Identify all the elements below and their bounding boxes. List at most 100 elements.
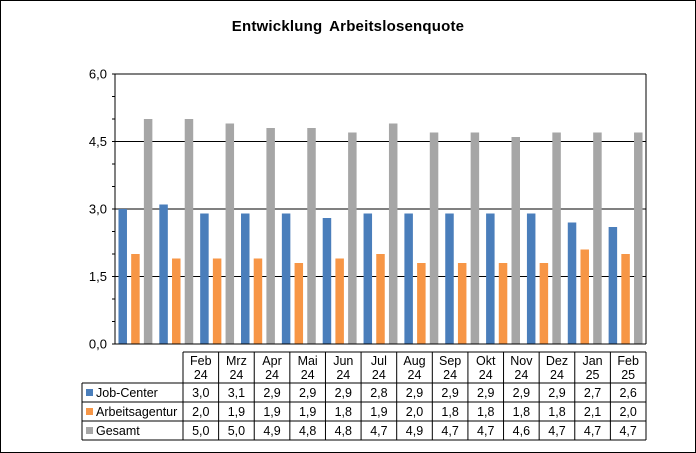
legend-swatch — [86, 427, 93, 434]
x-tick-label: 25 — [621, 368, 635, 382]
data-label: 4,8 — [335, 424, 352, 438]
x-tick-label: 24 — [408, 368, 422, 382]
x-tick-label: Aug — [403, 354, 425, 368]
bar-job-center — [404, 213, 413, 344]
data-label: 4,7 — [548, 424, 565, 438]
bar-gesamt — [552, 132, 561, 344]
bar-gesamt — [511, 137, 520, 344]
data-label: 2,0 — [192, 405, 209, 419]
bar-job-center — [200, 213, 209, 344]
x-tick-label: 24 — [229, 368, 243, 382]
bar-job-center — [241, 213, 250, 344]
x-tick-label: 24 — [479, 368, 493, 382]
bar-gesamt — [634, 132, 643, 344]
bar-job-center — [159, 204, 168, 344]
bar-job-center — [445, 213, 454, 344]
data-label: 2,9 — [548, 386, 565, 400]
data-label: 2,9 — [441, 386, 458, 400]
data-label: 2,9 — [335, 386, 352, 400]
bar-job-center — [486, 213, 495, 344]
data-label: 1,9 — [299, 405, 316, 419]
data-label: 5,0 — [228, 424, 245, 438]
bar-arbeitsagentur — [417, 263, 426, 344]
x-tick-label: Apr — [262, 354, 281, 368]
x-tick-label: Feb — [190, 354, 212, 368]
data-label: 2,9 — [299, 386, 316, 400]
bar-job-center — [118, 209, 127, 344]
legend-label: Gesamt — [96, 424, 140, 438]
x-tick-label: Jun — [333, 354, 353, 368]
bar-arbeitsagentur — [498, 263, 508, 344]
legend-label: Job-Center — [96, 386, 158, 400]
x-tick-label: 24 — [443, 368, 457, 382]
x-tick-label: 24 — [514, 368, 528, 382]
data-label: 3,1 — [228, 386, 245, 400]
bar-arbeitsagentur — [580, 249, 589, 344]
data-label: 2,6 — [619, 386, 636, 400]
legend-swatch — [86, 408, 93, 415]
bar-arbeitsagentur — [294, 263, 304, 344]
bar-gesamt — [348, 132, 357, 344]
x-tick-label: Jan — [582, 354, 602, 368]
bar-arbeitsagentur — [335, 258, 344, 344]
data-label: 2,9 — [406, 386, 423, 400]
bar-arbeitsagentur — [621, 254, 630, 344]
data-label: 2,9 — [513, 386, 530, 400]
data-label: 2,9 — [263, 386, 280, 400]
data-label: 2,8 — [370, 386, 387, 400]
y-tick-label: 6,0 — [89, 67, 107, 82]
bar-job-center — [281, 213, 291, 344]
data-label: 4,6 — [513, 424, 530, 438]
data-label: 4,7 — [441, 424, 458, 438]
x-tick-label: 24 — [336, 368, 350, 382]
bar-job-center — [567, 222, 577, 344]
bar-arbeitsagentur — [212, 258, 222, 344]
bar-gesamt — [388, 123, 398, 344]
data-label: 1,8 — [513, 405, 530, 419]
x-tick-label: Nov — [510, 354, 533, 368]
data-label: 2,9 — [477, 386, 494, 400]
x-tick-label: 25 — [586, 368, 600, 382]
data-label: 2,7 — [584, 386, 601, 400]
y-tick-label: 0,0 — [89, 337, 107, 352]
data-label: 1,8 — [477, 405, 494, 419]
y-tick-label: 1,5 — [89, 269, 107, 284]
data-label: 4,9 — [263, 424, 280, 438]
data-label: 1,9 — [263, 405, 280, 419]
x-tick-label: 24 — [301, 368, 315, 382]
x-tick-label: 24 — [194, 368, 208, 382]
bar-job-center — [526, 213, 536, 344]
chart-title: Entwicklung Arbeitslosenquote — [231, 18, 465, 35]
x-tick-label: 24 — [265, 368, 279, 382]
data-label: 4,7 — [619, 424, 636, 438]
data-label: 1,9 — [228, 405, 245, 419]
bar-gesamt — [225, 123, 235, 344]
bar-arbeitsagentur — [539, 263, 549, 344]
bar-gesamt — [266, 128, 275, 344]
bar-gesamt — [470, 132, 480, 344]
bar-arbeitsagentur — [457, 263, 467, 344]
bar-gesamt — [143, 119, 153, 344]
bar-job-center — [322, 218, 332, 344]
x-tick-label: 24 — [550, 368, 564, 382]
bar-gesamt — [184, 119, 194, 344]
data-label: 2,1 — [584, 405, 601, 419]
legend-label: Arbeitsagentur — [96, 405, 177, 419]
y-tick-label: 4,5 — [89, 134, 107, 149]
y-tick-label: 3,0 — [89, 202, 107, 217]
data-label: 1,8 — [548, 405, 565, 419]
bar-job-center — [363, 213, 373, 344]
bar-gesamt — [307, 128, 316, 344]
x-tick-label: Okt — [476, 354, 496, 368]
data-label: 1,8 — [335, 405, 352, 419]
x-tick-label: Dez — [546, 354, 568, 368]
bar-arbeitsagentur — [376, 254, 385, 344]
data-label: 4,8 — [299, 424, 316, 438]
x-tick-label: 24 — [372, 368, 386, 382]
bar-arbeitsagentur — [253, 258, 263, 344]
legend-swatch — [86, 389, 93, 396]
data-label: 2,0 — [619, 405, 636, 419]
x-tick-label: Feb — [617, 354, 639, 368]
x-tick-label: Mrz — [226, 354, 247, 368]
